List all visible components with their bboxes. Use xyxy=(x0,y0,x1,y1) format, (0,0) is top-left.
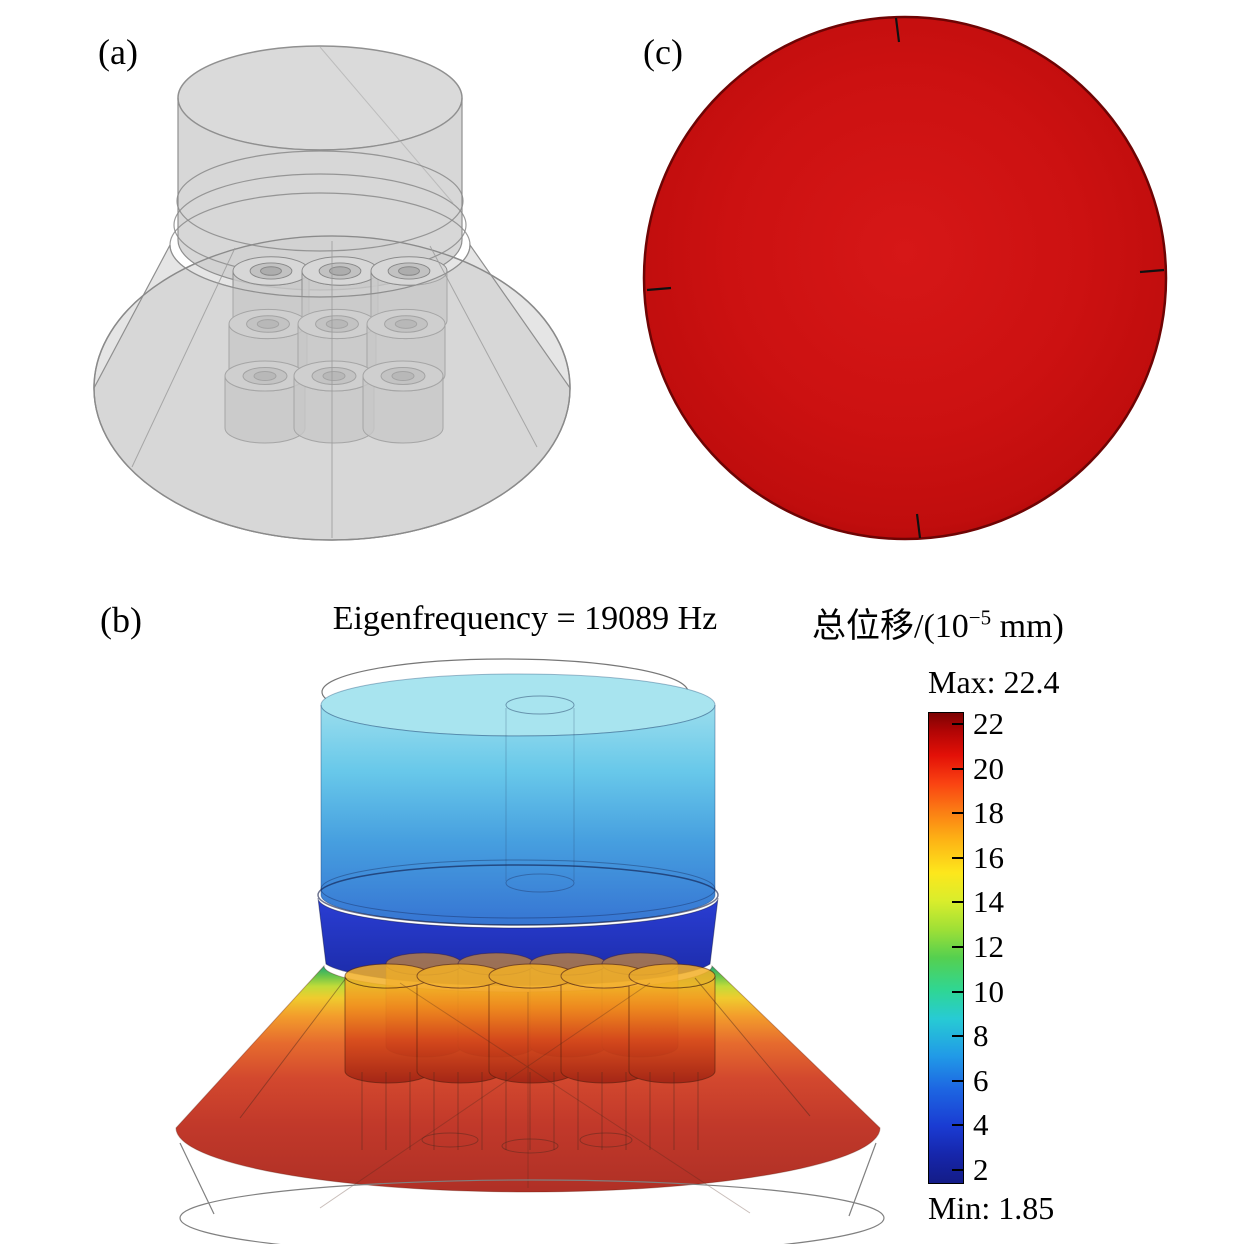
displacement-top-view xyxy=(642,15,1168,541)
colorbar-tick-label: 12 xyxy=(973,928,1004,964)
colorbar-tick: 22 xyxy=(952,706,1004,741)
cylinder-top-face xyxy=(177,45,463,151)
cylinder-face-seam xyxy=(319,46,454,204)
eigenmode-3d-model xyxy=(175,658,885,1244)
inner-bolt-wire xyxy=(505,708,575,881)
colorbar-tick: 6 xyxy=(952,1062,1004,1098)
colorbar-tick-mark xyxy=(952,767,964,770)
colorbar-tick: 8 xyxy=(952,1018,1004,1054)
colorbar-tick-label: 2 xyxy=(973,1151,989,1187)
inner-bolt-wire xyxy=(505,695,575,715)
colorbar-ticks: 22 20 18 16 14 12 10 8 6 4 2 xyxy=(952,706,1004,1187)
colorbar-tick-label: 14 xyxy=(973,884,1004,920)
horn-seam xyxy=(429,245,538,448)
colorbar-tick-mark xyxy=(952,945,964,948)
colorbar-tick-mark xyxy=(952,812,964,815)
colorbar-tick-label: 10 xyxy=(973,973,1004,1009)
colorbar-tick-label: 8 xyxy=(973,1018,989,1054)
colorbar-tick: 20 xyxy=(952,750,1004,786)
eigenfrequency-title: Eigenfrequency = 19089 Hz xyxy=(332,600,718,637)
wireframe-connector xyxy=(179,1142,877,1217)
colorbar-tick: 18 xyxy=(952,795,1004,831)
colorbar-max-label: Max: 22.4 xyxy=(928,664,1060,700)
colorbar-tick-mark xyxy=(952,723,964,725)
inner-stack-front-row xyxy=(344,963,716,1084)
colorbar-tick-label: 18 xyxy=(973,795,1004,831)
flange-outline xyxy=(176,150,464,252)
colorbar-tick-label: 6 xyxy=(973,1062,989,1098)
horn-seam xyxy=(131,247,236,468)
stack-wireframe xyxy=(239,977,811,1214)
horn-bottom-outline xyxy=(93,235,571,541)
colorbar-title-prefix: 总位移/(10 xyxy=(812,608,969,645)
colorbar-tick-mark xyxy=(952,990,964,993)
colorbar-tick: 10 xyxy=(952,973,1004,1009)
wireframe-bottom-ellipse xyxy=(179,1179,885,1244)
colorbar-tick-mark xyxy=(952,1079,964,1082)
panel-b-label: (b) xyxy=(100,600,142,640)
edge-tick xyxy=(915,513,922,539)
colorbar-tick-mark xyxy=(952,856,964,859)
panel-c-label: (c) xyxy=(643,32,683,72)
colorbar-tick-label: 22 xyxy=(973,706,1004,741)
colorbar-title-exponent: −5 xyxy=(968,605,992,630)
rim-outline xyxy=(317,864,719,926)
colorbar-title: 总位移/(10−5 mm) xyxy=(812,598,1064,647)
colorbar-tick: 12 xyxy=(952,928,1004,964)
colorbar-tick-mark xyxy=(952,901,964,904)
colorbar-tick: 16 xyxy=(952,839,1004,875)
colorbar-tick: 2 xyxy=(952,1151,1004,1187)
edge-tick xyxy=(894,17,901,43)
colorbar xyxy=(928,712,964,1184)
edge-tick xyxy=(646,286,672,292)
panel-a-label: (a) xyxy=(98,32,138,72)
colorbar-tick-mark xyxy=(952,1168,964,1171)
edge-tick xyxy=(1139,268,1165,274)
colorbar-tick-label: 16 xyxy=(973,839,1004,875)
transducer-wireframe-model xyxy=(93,45,571,541)
inner-bolt-wire xyxy=(505,873,575,893)
colorbar-tick-label: 4 xyxy=(973,1107,989,1143)
colorbar-tick-mark xyxy=(952,1124,964,1127)
colorbar-tick: 4 xyxy=(952,1107,1004,1143)
colorbar-title-suffix: mm) xyxy=(991,608,1064,645)
colorbar-tick: 14 xyxy=(952,884,1004,920)
cylinder-body xyxy=(320,704,716,926)
colorbar-min-label: Min: 1.85 xyxy=(928,1190,1055,1226)
colorbar-tick-label: 20 xyxy=(973,750,1004,786)
colorbar-tick-mark xyxy=(952,1035,964,1038)
radiating-face xyxy=(642,15,1168,541)
